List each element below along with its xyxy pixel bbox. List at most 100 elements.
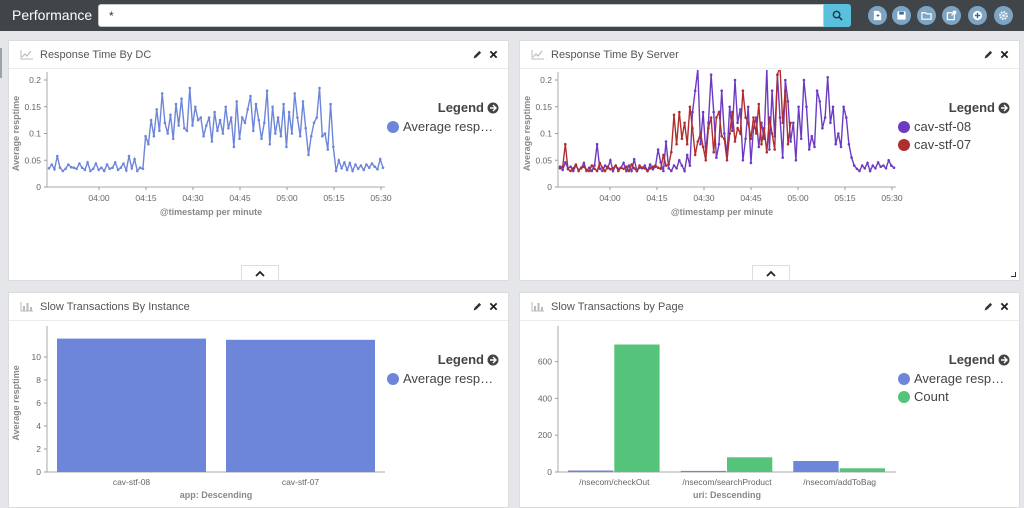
resize-handle[interactable] (1011, 272, 1016, 277)
data-point (648, 163, 652, 166)
x-tick-label: cav-stf-07 (282, 477, 320, 487)
share-button[interactable] (942, 6, 961, 25)
data-point (585, 168, 588, 172)
data-point (572, 169, 575, 173)
data-point (736, 126, 739, 130)
chart-response-time-by-server: 0 0.05 0.1 0.15 0.2 Average resptime 04:00 04:1… (522, 70, 1010, 217)
add-panel-button[interactable] (968, 6, 987, 25)
pencil-icon[interactable] (983, 302, 993, 312)
data-point (675, 167, 678, 170)
x-axis-label: app: Descending (180, 490, 253, 500)
data-point (874, 167, 877, 170)
data-point (321, 134, 324, 138)
legend-toggle-icon (487, 354, 499, 366)
close-icon[interactable] (1000, 50, 1009, 59)
y-tick-label: 0 (36, 467, 41, 477)
data-point (166, 132, 169, 135)
data-point (770, 132, 774, 135)
y-tick-label: 0 (547, 182, 552, 192)
pencil-icon[interactable] (472, 302, 482, 312)
data-point (293, 92, 297, 95)
data-point (579, 166, 583, 169)
data-point (688, 164, 692, 167)
save-icon (897, 11, 906, 20)
data-point (868, 169, 872, 173)
new-dashboard-button[interactable] (868, 6, 887, 25)
open-folder-icon (921, 12, 932, 20)
data-point (279, 134, 283, 138)
y-axis-label: Average resptime (11, 365, 21, 440)
data-point (598, 161, 602, 165)
collapse-button[interactable] (241, 265, 279, 280)
data-point (683, 121, 686, 125)
legend-title: Legend (949, 352, 995, 367)
data-point (111, 166, 114, 169)
data-point (611, 169, 615, 173)
data-point (789, 121, 792, 125)
data-point (630, 163, 633, 166)
data-point (617, 169, 620, 173)
data-point (78, 162, 81, 165)
data-point (564, 142, 567, 146)
data-point (685, 142, 689, 146)
data-point (670, 169, 673, 173)
panel-title: Slow Transactions By Instance (40, 301, 190, 313)
bar (793, 461, 839, 472)
data-point (309, 134, 313, 138)
data-point (741, 159, 745, 162)
data-point (147, 142, 150, 146)
data-point (593, 167, 596, 171)
data-point (656, 166, 660, 169)
search-input[interactable] (98, 4, 824, 27)
data-point (821, 126, 824, 130)
collapse-button[interactable] (752, 265, 790, 280)
data-point (257, 118, 261, 122)
data-point (141, 167, 145, 171)
series-line (48, 87, 384, 173)
data-point (818, 100, 822, 103)
settings-button[interactable] (994, 6, 1013, 25)
data-point (169, 113, 172, 117)
close-icon[interactable] (1000, 302, 1009, 311)
data-point (860, 164, 864, 167)
data-point (622, 167, 625, 171)
y-tick-label: 400 (538, 393, 552, 403)
panel-response-time-by-dc: Response Time By DC 0 0.05 0.1 0.15 0.2 Avera… (8, 40, 509, 281)
data-point (221, 132, 225, 135)
y-tick-label: 200 (538, 430, 552, 440)
pencil-icon[interactable] (472, 50, 482, 60)
data-point (837, 132, 840, 135)
data-point (882, 164, 885, 167)
data-point (701, 110, 705, 114)
legend-toggle-icon (998, 102, 1010, 114)
data-point (672, 164, 676, 167)
data-point (196, 118, 200, 122)
data-point (202, 134, 205, 138)
save-button[interactable] (892, 6, 911, 25)
x-tick-label: 05:00 (787, 193, 809, 203)
data-point (58, 166, 62, 169)
data-point (263, 121, 266, 125)
close-icon[interactable] (489, 302, 498, 311)
legend-item-label: cav-stf-07 (914, 137, 971, 152)
data-point (213, 110, 216, 114)
search-button[interactable] (824, 4, 851, 27)
x-tick-label: 04:45 (740, 193, 762, 203)
data-point (630, 169, 633, 173)
data-point (587, 169, 591, 173)
data-point (786, 142, 790, 146)
data-point (794, 159, 798, 162)
legend-item-label: Average resp… (403, 119, 493, 134)
data-point (356, 167, 360, 171)
data-point (561, 165, 564, 168)
data-point (712, 150, 715, 154)
data-point (887, 159, 890, 162)
data-point (699, 132, 702, 135)
open-button[interactable] (917, 6, 936, 25)
pencil-icon[interactable] (983, 50, 993, 60)
data-point (765, 150, 769, 154)
close-icon[interactable] (489, 50, 498, 59)
data-point (786, 100, 790, 103)
data-point (696, 70, 699, 71)
data-point (834, 142, 837, 146)
